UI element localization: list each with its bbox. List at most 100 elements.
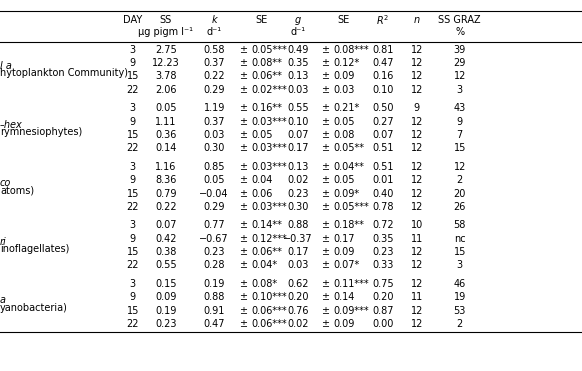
Text: 0.09*: 0.09* — [333, 188, 359, 198]
Text: 0.29: 0.29 — [204, 202, 225, 212]
Text: 0.16: 0.16 — [372, 71, 393, 81]
Text: ±: ± — [239, 202, 247, 212]
Text: 3: 3 — [130, 162, 136, 172]
Text: 12: 12 — [453, 162, 466, 172]
Text: 0.55: 0.55 — [155, 260, 177, 270]
Text: SE: SE — [255, 16, 268, 25]
Text: 19: 19 — [453, 292, 466, 302]
Text: 12: 12 — [410, 188, 423, 198]
Text: yanobacteria): yanobacteria) — [0, 303, 68, 313]
Text: 0.58: 0.58 — [204, 45, 225, 55]
Text: 0.72: 0.72 — [372, 220, 394, 230]
Text: 0.02: 0.02 — [288, 319, 308, 329]
Text: 0.50: 0.50 — [372, 103, 393, 113]
Text: ±: ± — [239, 292, 247, 302]
Text: 10: 10 — [410, 220, 423, 230]
Text: a: a — [0, 295, 6, 305]
Text: ±: ± — [239, 188, 247, 198]
Text: 0.62: 0.62 — [288, 279, 308, 289]
Text: 1.19: 1.19 — [204, 103, 225, 113]
Text: 0.07: 0.07 — [155, 220, 176, 230]
Text: −0.37: −0.37 — [283, 234, 313, 244]
Text: ±: ± — [321, 188, 329, 198]
Text: ±: ± — [239, 220, 247, 230]
Text: ±: ± — [321, 85, 329, 95]
Text: 12: 12 — [410, 247, 423, 257]
Text: 3: 3 — [457, 85, 463, 95]
Text: 0.03: 0.03 — [333, 85, 354, 95]
Text: 12: 12 — [410, 175, 423, 185]
Text: ±: ± — [321, 202, 329, 212]
Text: 0.29: 0.29 — [204, 85, 225, 95]
Text: 0.37: 0.37 — [204, 58, 225, 68]
Text: 0.05***: 0.05*** — [251, 45, 287, 55]
Text: 0.87: 0.87 — [372, 306, 393, 316]
Text: 0.05: 0.05 — [204, 175, 225, 185]
Text: 0.05: 0.05 — [251, 130, 273, 140]
Text: g: g — [295, 16, 301, 25]
Text: 0.37: 0.37 — [204, 116, 225, 127]
Text: 1.16: 1.16 — [155, 162, 176, 172]
Text: 0.03: 0.03 — [204, 130, 225, 140]
Text: 11: 11 — [410, 292, 423, 302]
Text: 9: 9 — [457, 116, 463, 127]
Text: ri: ri — [0, 237, 7, 247]
Text: 8.36: 8.36 — [155, 175, 176, 185]
Text: 9: 9 — [130, 116, 136, 127]
Text: 0.20: 0.20 — [288, 292, 308, 302]
Text: $R^2$: $R^2$ — [377, 13, 389, 27]
Text: 12: 12 — [410, 260, 423, 270]
Text: 0.00: 0.00 — [372, 319, 393, 329]
Text: 58: 58 — [453, 220, 466, 230]
Text: 0.14: 0.14 — [333, 292, 354, 302]
Text: 9: 9 — [130, 58, 136, 68]
Text: 0.78: 0.78 — [372, 202, 393, 212]
Text: 0.09: 0.09 — [333, 319, 354, 329]
Text: 0.76: 0.76 — [288, 306, 308, 316]
Text: 12: 12 — [410, 45, 423, 55]
Text: 2.06: 2.06 — [155, 85, 176, 95]
Text: 0.23: 0.23 — [155, 319, 176, 329]
Text: 0.03: 0.03 — [288, 85, 308, 95]
Text: 3: 3 — [457, 260, 463, 270]
Text: 12: 12 — [410, 85, 423, 95]
Text: ±: ± — [321, 292, 329, 302]
Text: 0.16**: 0.16** — [251, 103, 282, 113]
Text: ±: ± — [239, 85, 247, 95]
Text: 0.91: 0.91 — [204, 306, 225, 316]
Text: 12: 12 — [410, 279, 423, 289]
Text: hytoplankton Community): hytoplankton Community) — [0, 68, 128, 78]
Text: 9: 9 — [130, 292, 136, 302]
Text: ±: ± — [239, 130, 247, 140]
Text: 0.27: 0.27 — [372, 116, 394, 127]
Text: 0.35: 0.35 — [288, 58, 308, 68]
Text: 0.08*: 0.08* — [251, 279, 278, 289]
Text: k: k — [211, 16, 217, 25]
Text: 0.21*: 0.21* — [333, 103, 359, 113]
Text: 0.03: 0.03 — [288, 260, 308, 270]
Text: DAY: DAY — [123, 16, 143, 25]
Text: 12: 12 — [410, 116, 423, 127]
Text: 0.04: 0.04 — [251, 175, 273, 185]
Text: ±: ± — [321, 234, 329, 244]
Text: 3: 3 — [130, 45, 136, 55]
Text: 15: 15 — [126, 71, 139, 81]
Text: 0.81: 0.81 — [372, 45, 393, 55]
Text: SS GRAZ: SS GRAZ — [438, 16, 481, 25]
Text: ±: ± — [239, 234, 247, 244]
Text: 12: 12 — [410, 130, 423, 140]
Text: 0.11***: 0.11*** — [333, 279, 368, 289]
Text: 9: 9 — [130, 175, 136, 185]
Text: ±: ± — [321, 220, 329, 230]
Text: 0.30: 0.30 — [204, 143, 225, 153]
Text: 0.05: 0.05 — [333, 116, 354, 127]
Text: 0.15: 0.15 — [155, 279, 176, 289]
Text: 1.11: 1.11 — [155, 116, 176, 127]
Text: 0.36: 0.36 — [155, 130, 176, 140]
Text: 20: 20 — [453, 188, 466, 198]
Text: ±: ± — [239, 71, 247, 81]
Text: −0.67: −0.67 — [200, 234, 229, 244]
Text: 0.17: 0.17 — [288, 143, 308, 153]
Text: %: % — [455, 27, 464, 37]
Text: 0.08: 0.08 — [333, 130, 354, 140]
